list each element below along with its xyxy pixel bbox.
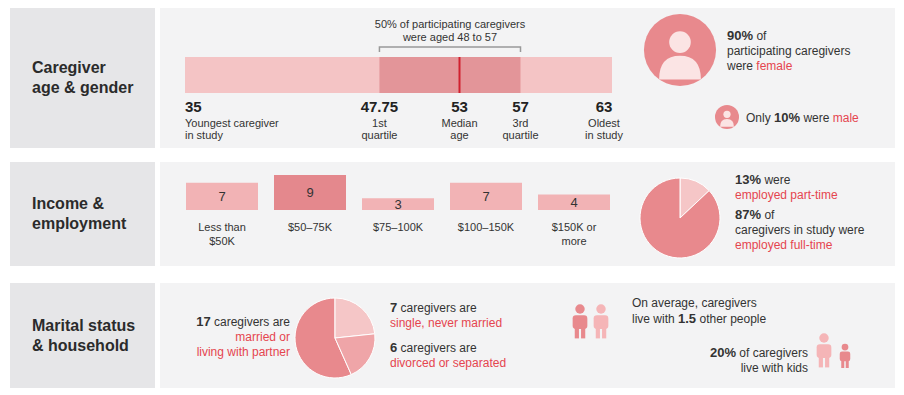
svg-text:63: 63 <box>596 98 613 115</box>
html-text:Caregiver age & gender: Caregiver age & gender <box>32 59 134 96</box>
svg-text:age: age <box>450 129 468 141</box>
html-text:On average, caregivers live wi: On average, caregivers live with 1.5 oth… <box>632 296 767 326</box>
svg-text:9: 9 <box>306 185 313 200</box>
svg-text:3rd: 3rd <box>513 117 529 129</box>
svg-text:$75–100K: $75–100K <box>373 221 424 233</box>
svg-text:Oldest: Oldest <box>588 117 620 129</box>
html-text:single, never married: single, never married <box>390 316 503 330</box>
svg-text:$100–150K: $100–150K <box>458 221 515 233</box>
html-text:employed full-time: employed full-time <box>735 238 833 252</box>
svg-text:53: 53 <box>451 98 468 115</box>
svg-text:in study: in study <box>585 129 623 141</box>
svg-text:in study: in study <box>185 129 223 141</box>
svg-text:$50K: $50K <box>209 235 235 247</box>
svg-text:50% of participating caregiver: 50% of participating caregivers <box>375 18 526 30</box>
svg-text:4: 4 <box>570 195 577 210</box>
html-text:divorced or separated: divorced or separated <box>390 356 507 370</box>
html-text:17 caregivers are: 17 caregivers are <box>196 314 290 329</box>
svg-text:47.75: 47.75 <box>361 98 399 115</box>
svg-text:Median: Median <box>441 117 477 129</box>
svg-text:$50–75K: $50–75K <box>288 221 333 233</box>
svg-text:7: 7 <box>482 189 489 204</box>
svg-text:quartile: quartile <box>361 129 397 141</box>
svg-text:more: more <box>561 235 586 247</box>
svg-text:57: 57 <box>512 98 529 115</box>
svg-text:were aged 48 to 57: were aged 48 to 57 <box>402 31 497 43</box>
svg-text:1st: 1st <box>372 117 387 129</box>
html-text:Marital status & household: Marital status & household <box>32 316 136 354</box>
svg-text:Less than: Less than <box>198 221 246 233</box>
html-text:employed part-time: employed part-time <box>735 188 838 202</box>
html-text:6 caregivers are: 6 caregivers are <box>390 340 477 355</box>
svg-text:35: 35 <box>185 98 202 115</box>
svg-text:3: 3 <box>394 197 401 212</box>
svg-text:quartile: quartile <box>502 129 538 141</box>
svg-text:$150K or: $150K or <box>552 221 597 233</box>
svg-text:7: 7 <box>218 189 225 204</box>
html-text:20% of caregivers live with ki: 20% of caregivers live with kids <box>709 345 808 375</box>
html-text:87% of caregivers in study wer: 87% of caregivers in study were <box>735 207 865 237</box>
html-text:Income & employment: Income & employment <box>32 195 127 232</box>
html-text:Only 10% were male: Only 10% were male <box>746 110 859 125</box>
html-text:90% of participating caregiver: 90% of participating caregivers were fem… <box>727 28 851 73</box>
html-text:married or living with partner: married or living with partner <box>196 330 290 359</box>
html-text:7 caregivers are: 7 caregivers are <box>390 300 477 315</box>
svg-text:Youngest caregiver: Youngest caregiver <box>185 117 279 129</box>
html-text:13% were: 13% were <box>735 172 791 187</box>
